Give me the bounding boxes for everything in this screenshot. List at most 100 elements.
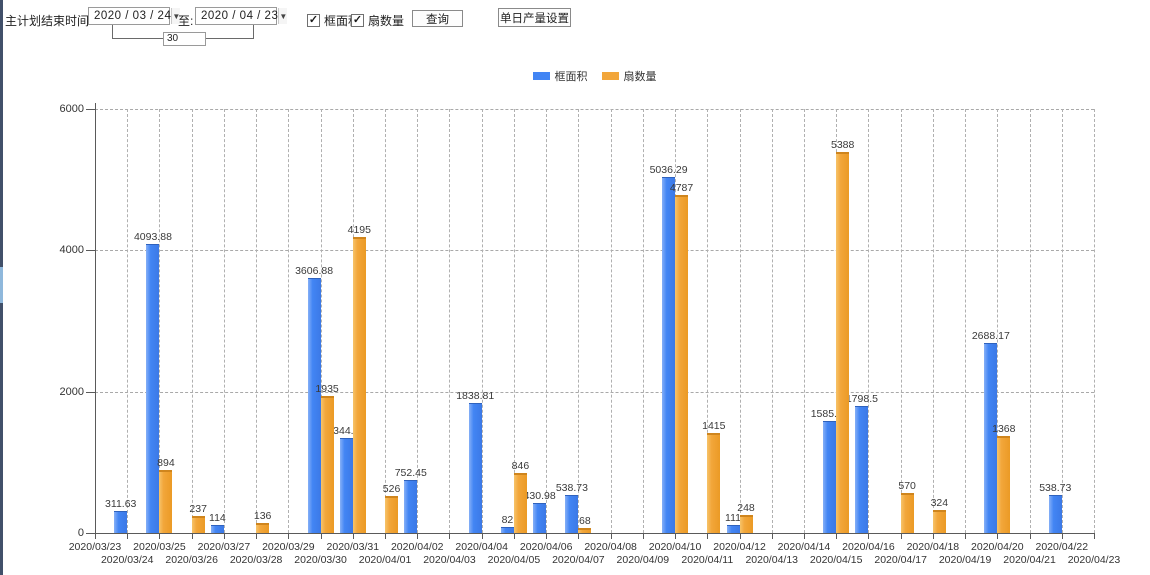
x-gridline: [578, 109, 580, 533]
x-axis-label: 2020/04/21: [1003, 554, 1056, 566]
bar-value-label: 570: [898, 479, 916, 492]
bar-value-label: 311.63: [105, 497, 137, 510]
x-axis-tick: [578, 533, 580, 539]
bar-value-label: 111: [725, 512, 741, 525]
bar-value-label: 5388: [831, 139, 855, 152]
x-axis-label: 2020/04/10: [648, 541, 702, 553]
bar-框面积-2020/03/30: [307, 278, 321, 533]
legend-item-frame-area: 框面积: [532, 68, 588, 84]
connector-line: [112, 38, 163, 39]
x-axis-tick: [1029, 533, 1031, 539]
x-axis-tick: [1061, 533, 1063, 539]
x-axis-label: 2020/03/29: [262, 541, 315, 553]
y-gridline: [95, 109, 1094, 110]
x-gridline: [868, 109, 870, 533]
x-axis-label: 2020/04/09: [616, 554, 670, 566]
chart-legend: 框面积 扇数量: [95, 68, 1094, 84]
bar-value-label: 82: [501, 514, 514, 527]
bar-value-label: 538.73: [1039, 481, 1072, 494]
x-axis-label: 2020/03/30: [294, 554, 347, 566]
x-gridline: [223, 109, 225, 533]
query-button[interactable]: 查询: [412, 10, 463, 27]
x-axis-label: 2020/04/01: [358, 554, 412, 566]
x-axis-label: 2020/04/12: [713, 541, 766, 553]
dropdown-arrow-icon[interactable]: ▼: [171, 8, 181, 24]
x-axis-label: 2020/04/05: [487, 554, 541, 566]
x-axis-tick: [642, 533, 644, 539]
x-gridline: [449, 109, 451, 533]
bar-value-label: 136: [253, 510, 272, 523]
x-axis-tick: [95, 533, 96, 539]
x-gridline: [803, 109, 805, 533]
x-axis-tick: [900, 533, 902, 539]
bar-扇数量-2020/04/12: [739, 515, 753, 533]
bar-value-label: 1415: [702, 420, 726, 432]
checkbox-fan-count-label: 扇数量: [368, 14, 405, 28]
legend-swatch-blue: [532, 72, 550, 80]
date-to-picker[interactable]: 2020 / 04 / 23 ▼: [195, 7, 288, 25]
bar-value-label: 1798.5: [845, 392, 878, 405]
x-gridline: [417, 109, 419, 533]
x-axis-label: 2020/04/19: [938, 554, 992, 566]
x-axis-tick: [159, 533, 161, 539]
bar-框面积-2020/04/12: [726, 525, 740, 533]
x-axis-label: 2020/04/18: [906, 541, 960, 553]
bar-扇数量-2020/03/28: [256, 523, 270, 533]
y-axis-line: [95, 103, 96, 533]
daily-output-settings-button[interactable]: 单日产量设置: [498, 8, 571, 27]
x-axis-label: 2020/04/13: [745, 554, 799, 566]
checkbox-checked-icon[interactable]: ✓: [351, 14, 364, 27]
dropdown-arrow-icon[interactable]: ▼: [278, 8, 288, 24]
legend-item-fan-count: 扇数量: [601, 68, 657, 84]
x-gridline: [481, 109, 483, 533]
x-axis-tick: [739, 533, 741, 539]
y-axis-label: 2000: [59, 385, 84, 398]
y-axis-label: 4000: [59, 244, 84, 257]
bar-框面积-2020/04/20: [984, 343, 998, 533]
date-from-picker[interactable]: 2020 / 03 / 24 ▼: [88, 7, 181, 25]
x-axis-label: 2020/03/25: [133, 541, 186, 553]
x-axis-label: 2020/03/23: [68, 541, 122, 553]
bar-value-label: 4787: [669, 181, 694, 194]
connector-line: [206, 38, 253, 39]
x-gridline: [288, 109, 290, 533]
bar-value-label: 324: [930, 497, 949, 510]
bar-框面积-2020/04/05: [500, 527, 514, 533]
checkbox-checked-icon[interactable]: ✓: [307, 14, 320, 27]
x-gridline: [191, 109, 193, 533]
x-axis-label: 2020/04/07: [552, 554, 605, 566]
bar-框面积-2020/03/27: [210, 524, 224, 533]
bar-扇数量-2020/04/20: [997, 436, 1011, 533]
bar-框面积-2020/04/16: [855, 405, 869, 533]
x-axis-line: [95, 533, 1094, 534]
x-axis-label: 2020/03/27: [197, 541, 251, 553]
bar-value-label: 2688.17: [971, 330, 1010, 343]
x-axis-tick: [191, 533, 193, 539]
bar-框面积-2020/04/15: [823, 420, 837, 533]
bar-框面积-2020/04/04: [468, 403, 482, 533]
bar-value-label: 4093.88: [133, 230, 172, 243]
bar-扇数量-2020/03/31: [352, 236, 366, 533]
checkbox-fan-count[interactable]: ✓ 扇数量: [351, 12, 404, 29]
x-axis-tick: [868, 533, 870, 539]
bar-框面积-2020/04/10: [662, 177, 676, 533]
x-axis-tick: [417, 533, 419, 539]
x-axis-tick: [256, 533, 258, 539]
span-days-input[interactable]: 30: [163, 32, 206, 46]
bar-扇数量-2020/04/05: [513, 473, 527, 533]
bar-value-label: 430.98: [523, 489, 556, 502]
legend-label: 扇数量: [623, 71, 657, 83]
y-axis-tick: [86, 533, 95, 534]
x-gridline: [1061, 109, 1063, 533]
bar-value-label: 3606.88: [295, 265, 334, 278]
x-gridline: [1094, 109, 1095, 533]
bar-扇数量-2020/04/11: [707, 433, 721, 533]
x-axis-label: 2020/04/03: [423, 554, 476, 566]
x-gridline: [513, 109, 515, 533]
x-axis-tick: [223, 533, 225, 539]
x-axis-label: 2020/04/08: [584, 541, 637, 553]
x-axis-tick: [513, 533, 515, 539]
x-axis-tick: [803, 533, 805, 539]
x-axis-tick: [546, 533, 548, 539]
